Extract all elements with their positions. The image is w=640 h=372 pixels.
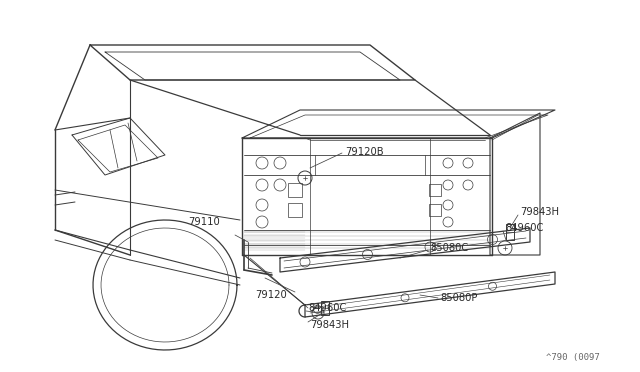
Bar <box>429 184 441 196</box>
Text: 79120B: 79120B <box>345 147 383 157</box>
Text: 85080C: 85080C <box>430 243 468 253</box>
Text: 79110: 79110 <box>188 217 220 227</box>
Text: ^790 (0097: ^790 (0097 <box>547 353 600 362</box>
Text: 79120: 79120 <box>255 290 287 300</box>
Bar <box>288 203 302 217</box>
Bar <box>288 183 302 197</box>
Bar <box>429 204 441 216</box>
Bar <box>321 301 329 315</box>
Text: 85080P: 85080P <box>440 293 477 303</box>
Text: 79843H: 79843H <box>310 320 349 330</box>
Text: 79843H: 79843H <box>520 207 559 217</box>
Bar <box>506 224 514 240</box>
Text: 84960C: 84960C <box>505 223 543 233</box>
Text: 84960C: 84960C <box>308 303 346 313</box>
